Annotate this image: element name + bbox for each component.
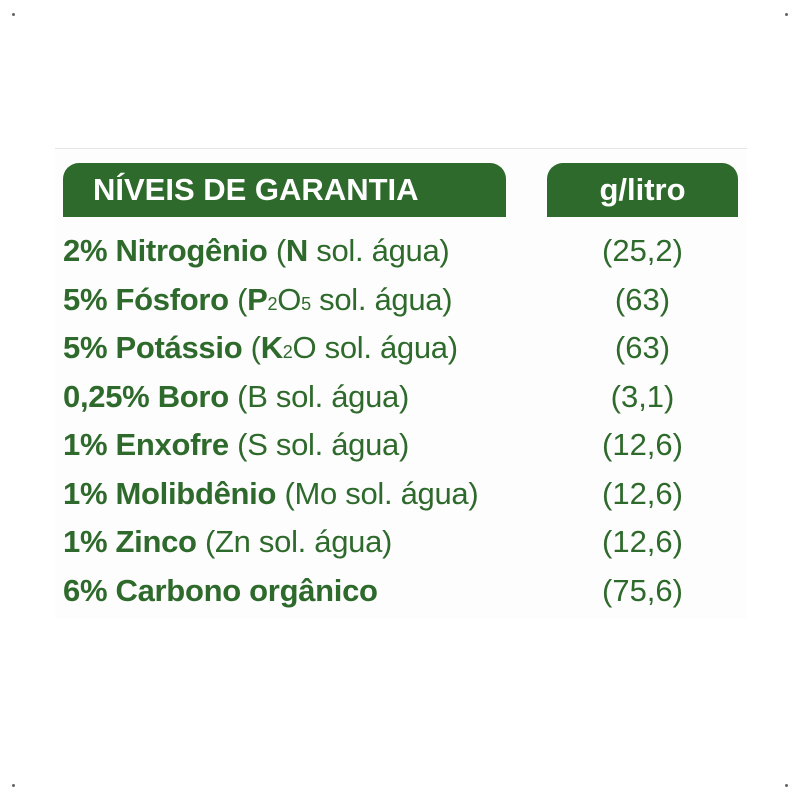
row-label: 0,25% Boro (B sol. água) [63, 378, 410, 414]
row-label: 2% Nitrogênio (N sol. água) [63, 233, 450, 268]
row-nitrogen: 2% Nitrogênio (N sol. água) (25,2) [55, 229, 747, 278]
row-value: (3,1) [610, 378, 675, 414]
row-label: 5% Potássio (K2O sol. água) [63, 330, 458, 365]
row-label: 1% Enxofre (S sol. água) [63, 427, 410, 462]
guarantee-levels-table: NÍVEIS DE GARANTIA g/litro 2% Nitrogênio… [55, 148, 747, 619]
corner-dot-bottom-left [12, 784, 15, 787]
row-zinc: 1% Zinco (Zn sol. água) (12,6) [55, 520, 747, 569]
row-potassium: 5% Potássio (K2O sol. água) (63) [55, 326, 747, 375]
row-phosphorus: 5% Fósforo (P2O5 sol. água) (63) [55, 278, 747, 327]
nutrient-list: 2% Nitrogênio (N sol. água) (25,2) 5% Fó… [55, 229, 747, 617]
corner-dot-bottom-right [785, 784, 788, 787]
row-label: 6% Carbono orgânico [63, 572, 378, 608]
row-molybdenum: 1% Molibdênio (Mo sol. água) (12,6) [55, 472, 747, 521]
row-value: (12,6) [602, 475, 683, 511]
row-value: (75,6) [602, 572, 683, 608]
row-value: (63) [614, 330, 671, 365]
row-value: (25,2) [602, 233, 683, 268]
corner-dot-top-right [785, 13, 788, 16]
row-boron: 0,25% Boro (B sol. água) (3,1) [55, 375, 747, 424]
row-value: (63) [614, 281, 671, 317]
row-value: (12,6) [602, 524, 683, 559]
row-value: (12,6) [602, 427, 683, 462]
corner-dot-top-left [12, 13, 15, 16]
row-label: 1% Molibdênio (Mo sol. água) [63, 475, 479, 511]
row-label: 5% Fósforo (P2O5 sol. água) [63, 281, 453, 317]
header-guarantee-levels: NÍVEIS DE GARANTIA [63, 163, 506, 217]
row-sulfur: 1% Enxofre (S sol. água) (12,6) [55, 423, 747, 472]
header-unit: g/litro [547, 163, 738, 217]
row-organic-carbon: 6% Carbono orgânico (75,6) [55, 569, 747, 618]
row-label: 1% Zinco (Zn sol. água) [63, 524, 393, 559]
